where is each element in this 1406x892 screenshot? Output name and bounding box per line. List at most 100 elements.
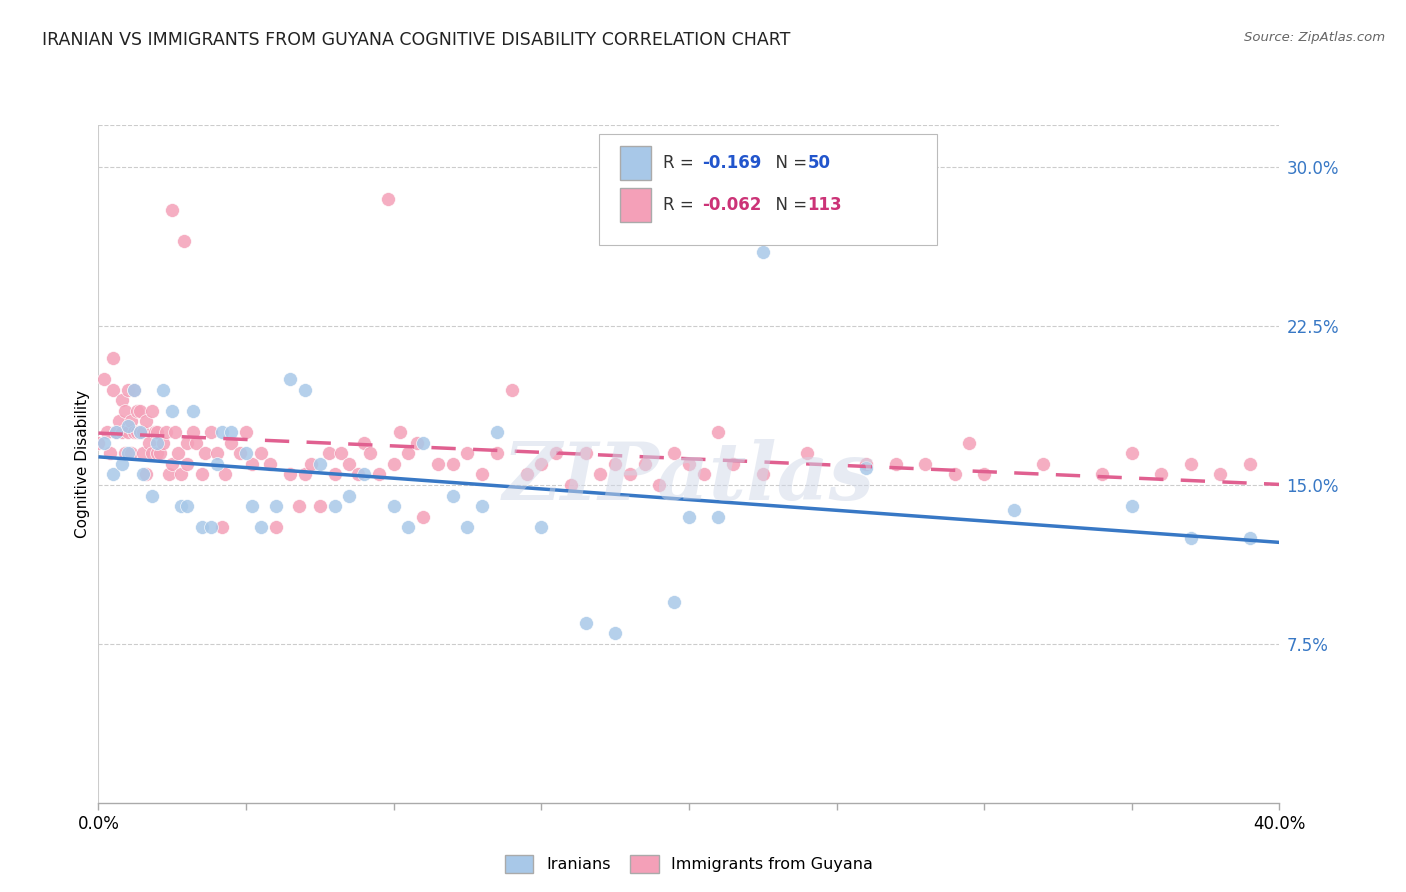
Point: [162, 202, 183, 217]
Point: [170, 500, 193, 514]
Point: [648, 478, 671, 492]
Point: [181, 404, 204, 418]
Point: [329, 446, 352, 460]
Point: [162, 404, 183, 418]
Point: [347, 467, 370, 482]
Text: IRANIAN VS IMMIGRANTS FROM GUYANA COGNITIVE DISABILITY CORRELATION CHART: IRANIAN VS IMMIGRANTS FROM GUYANA COGNIT…: [42, 31, 790, 49]
Text: ZIPatlas: ZIPatlas: [503, 439, 875, 516]
Point: [108, 415, 131, 429]
Point: [323, 500, 346, 514]
Point: [441, 489, 464, 503]
Text: R =: R =: [662, 196, 699, 214]
Point: [165, 425, 187, 439]
Point: [339, 489, 360, 503]
Point: [530, 457, 553, 471]
Point: [162, 457, 183, 471]
Point: [141, 404, 163, 418]
Point: [294, 383, 316, 397]
Point: [1091, 467, 1114, 482]
Point: [396, 446, 419, 460]
Point: [200, 520, 222, 534]
Point: [181, 425, 204, 439]
Text: R =: R =: [662, 154, 699, 172]
Point: [264, 520, 287, 534]
Point: [264, 500, 287, 514]
Point: [117, 446, 139, 460]
Point: [456, 520, 478, 534]
Point: [111, 457, 134, 471]
Text: Source: ZipAtlas.com: Source: ZipAtlas.com: [1244, 31, 1385, 45]
Point: [105, 425, 128, 439]
Point: [103, 351, 125, 365]
Point: [678, 457, 700, 471]
Legend: Iranians, Immigrants from Guyana: Iranians, Immigrants from Guyana: [505, 855, 873, 872]
Point: [678, 509, 700, 524]
Point: [914, 457, 936, 471]
Point: [855, 461, 877, 475]
Point: [959, 435, 981, 450]
Point: [235, 446, 257, 460]
Point: [143, 425, 166, 439]
Point: [707, 425, 730, 439]
Point: [1121, 500, 1143, 514]
Point: [205, 457, 228, 471]
Point: [427, 457, 450, 471]
Point: [219, 425, 242, 439]
Point: [441, 457, 464, 471]
Point: [693, 467, 716, 482]
Point: [176, 457, 198, 471]
Point: [751, 244, 773, 259]
Point: [125, 425, 148, 439]
Text: N =: N =: [765, 154, 813, 172]
Point: [122, 383, 145, 397]
Point: [619, 467, 641, 482]
Point: [155, 425, 177, 439]
Point: [1150, 467, 1173, 482]
Point: [574, 446, 596, 460]
Point: [589, 467, 612, 482]
Point: [353, 435, 375, 450]
Point: [368, 467, 391, 482]
Point: [339, 457, 360, 471]
Point: [240, 500, 263, 514]
Point: [406, 435, 429, 450]
Point: [114, 446, 136, 460]
Point: [605, 457, 627, 471]
Point: [105, 425, 128, 439]
Point: [751, 467, 773, 482]
Point: [973, 467, 995, 482]
Point: [309, 500, 332, 514]
Point: [1002, 503, 1025, 517]
Point: [278, 372, 302, 386]
Point: [229, 446, 252, 460]
Point: [456, 446, 478, 460]
Point: [173, 235, 195, 249]
Point: [382, 500, 405, 514]
Point: [128, 425, 150, 439]
Point: [1180, 457, 1202, 471]
Point: [191, 520, 214, 534]
Point: [309, 457, 332, 471]
Point: [943, 467, 966, 482]
Point: [141, 489, 163, 503]
Point: [200, 425, 222, 439]
Point: [120, 415, 142, 429]
Point: [120, 446, 142, 460]
Point: [412, 509, 434, 524]
Y-axis label: Cognitive Disability: Cognitive Disability: [75, 390, 90, 538]
Point: [382, 457, 405, 471]
Point: [132, 446, 155, 460]
Point: [128, 404, 150, 418]
Point: [486, 425, 509, 439]
Point: [205, 446, 228, 460]
Point: [117, 425, 139, 439]
Point: [605, 626, 627, 640]
Text: N =: N =: [765, 196, 813, 214]
Point: [278, 467, 302, 482]
Point: [235, 425, 257, 439]
Point: [157, 467, 180, 482]
Point: [530, 520, 553, 534]
Point: [103, 467, 125, 482]
Point: [546, 446, 568, 460]
Point: [141, 446, 163, 460]
